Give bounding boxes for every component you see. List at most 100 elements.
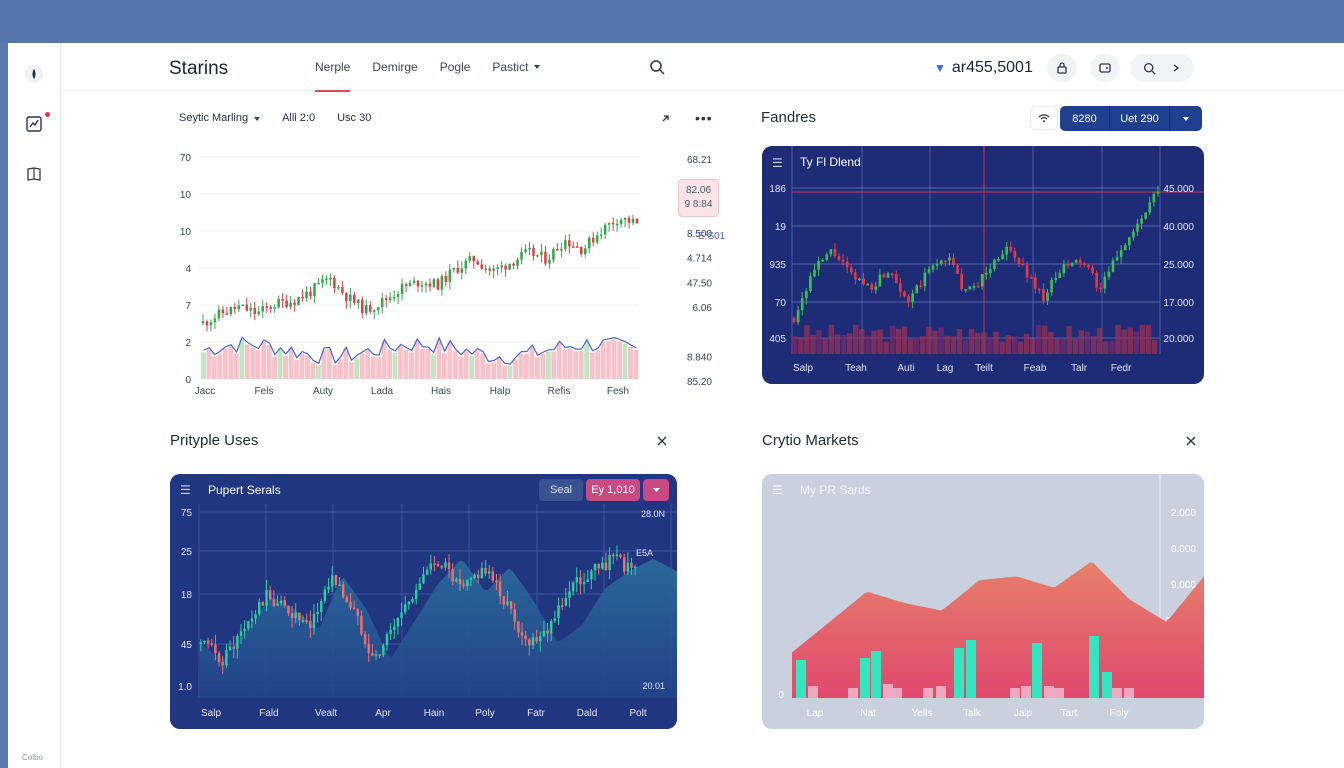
chevron-right-icon[interactable] — [1171, 63, 1181, 73]
seg-dropdown[interactable] — [1170, 106, 1202, 131]
candle — [1128, 237, 1131, 246]
volume-bar — [381, 341, 387, 379]
candle — [451, 569, 454, 582]
y-tick-label: 186 — [769, 184, 786, 195]
candle — [619, 554, 622, 558]
y-tick-label: 0 — [778, 690, 784, 701]
book-icon[interactable] — [22, 162, 46, 186]
bottom-left-chart: 75 25 18 45 1.0 Salp Fald Vealt Apr Hain Poly Fatr D… — [178, 504, 677, 719]
bar — [1112, 688, 1122, 698]
candle — [870, 283, 874, 290]
close-icon[interactable] — [1185, 434, 1199, 448]
y-right-tick-label: 20.000 — [1163, 334, 1194, 345]
candle — [374, 654, 378, 656]
candle — [517, 621, 520, 633]
nav-item-pogle[interactable]: Pogle — [440, 43, 471, 91]
menu-icon[interactable]: ☰ — [772, 483, 783, 497]
wallet-button[interactable] — [1090, 54, 1120, 82]
candle — [1013, 250, 1017, 258]
candle — [579, 577, 582, 585]
filter-2[interactable]: Usc 30 — [337, 112, 372, 124]
candle — [466, 579, 469, 587]
volume-bar — [901, 326, 908, 354]
menu-icon[interactable]: ☰ — [180, 483, 191, 497]
candle — [392, 296, 396, 299]
x-tick-label: Jacc — [195, 386, 216, 397]
volume-bar — [926, 326, 932, 354]
candle — [301, 296, 304, 299]
ey-button[interactable]: Ey 1,010 — [586, 479, 640, 501]
filter-button[interactable] — [643, 479, 669, 501]
candle — [201, 321, 205, 323]
search-icon[interactable] — [649, 59, 665, 75]
bar — [1089, 636, 1099, 698]
candle — [452, 267, 456, 270]
volume-bar — [1078, 330, 1085, 354]
volume-bar — [272, 356, 278, 379]
candle — [360, 615, 363, 635]
volume-bar — [968, 328, 975, 354]
candle — [500, 265, 503, 268]
candle — [363, 634, 367, 644]
volume-bar — [834, 334, 841, 354]
candle — [512, 263, 515, 266]
candle — [1136, 223, 1139, 232]
x-tick-label: Lap — [807, 708, 824, 719]
candle — [372, 310, 376, 312]
candle — [993, 259, 996, 270]
leaf-icon[interactable] — [22, 62, 46, 86]
candle — [792, 318, 796, 323]
bar — [1044, 686, 1054, 698]
y-right-tick-label: 17.000 — [1163, 298, 1194, 309]
volume-bar — [1121, 329, 1127, 354]
nav-item-nerple[interactable]: Nerple — [315, 43, 351, 92]
candle — [845, 261, 849, 268]
share-icon[interactable] — [659, 112, 672, 130]
search-icon[interactable] — [1143, 62, 1156, 75]
y-tick-label: 7 — [185, 301, 191, 312]
candle — [571, 582, 575, 592]
chevron-down-icon — [1183, 116, 1189, 121]
nav-item-pastict[interactable]: Pastict — [492, 43, 541, 91]
volume-bar — [420, 348, 425, 379]
candle — [316, 612, 319, 615]
chevron-down-icon — [534, 65, 541, 69]
candle — [1005, 246, 1008, 255]
candle — [1042, 289, 1045, 301]
candle — [258, 602, 261, 615]
notification-dot — [45, 112, 50, 117]
close-icon[interactable] — [656, 434, 670, 448]
candle — [619, 219, 623, 224]
seg-option-2[interactable]: Uet 290 — [1110, 106, 1170, 131]
candle — [582, 581, 586, 585]
candle — [595, 235, 599, 243]
candle — [627, 217, 631, 223]
candle — [338, 584, 341, 586]
filter-1[interactable]: Alli 2:0 — [282, 112, 316, 124]
volume-bar — [895, 328, 902, 354]
y-tick-label: 45 — [181, 640, 193, 651]
candle — [460, 268, 464, 273]
nav-item-demirge[interactable]: Demirge — [372, 43, 417, 91]
candle — [487, 571, 491, 574]
candle — [404, 284, 408, 287]
candle — [416, 280, 420, 287]
chart-icon[interactable] — [22, 112, 50, 136]
candle — [1132, 231, 1135, 238]
more-icon[interactable]: ••• — [695, 110, 713, 126]
series-tag: E5A — [636, 548, 653, 558]
candle — [428, 283, 432, 287]
seg-option-1[interactable]: 8280 — [1060, 106, 1110, 131]
lock-button[interactable] — [1047, 54, 1077, 82]
candle — [886, 273, 890, 278]
volume-bar — [370, 356, 376, 379]
menu-icon[interactable]: ☰ — [772, 156, 783, 170]
candle — [502, 596, 505, 605]
candle — [1095, 273, 1098, 288]
x-tick-label: Apr — [375, 708, 391, 719]
volume-bar — [343, 349, 349, 379]
market-selector[interactable]: Seytic Marling — [179, 112, 261, 124]
candle — [261, 602, 265, 606]
seal-button[interactable]: Seal — [539, 479, 583, 501]
signal-button[interactable] — [1030, 106, 1058, 130]
